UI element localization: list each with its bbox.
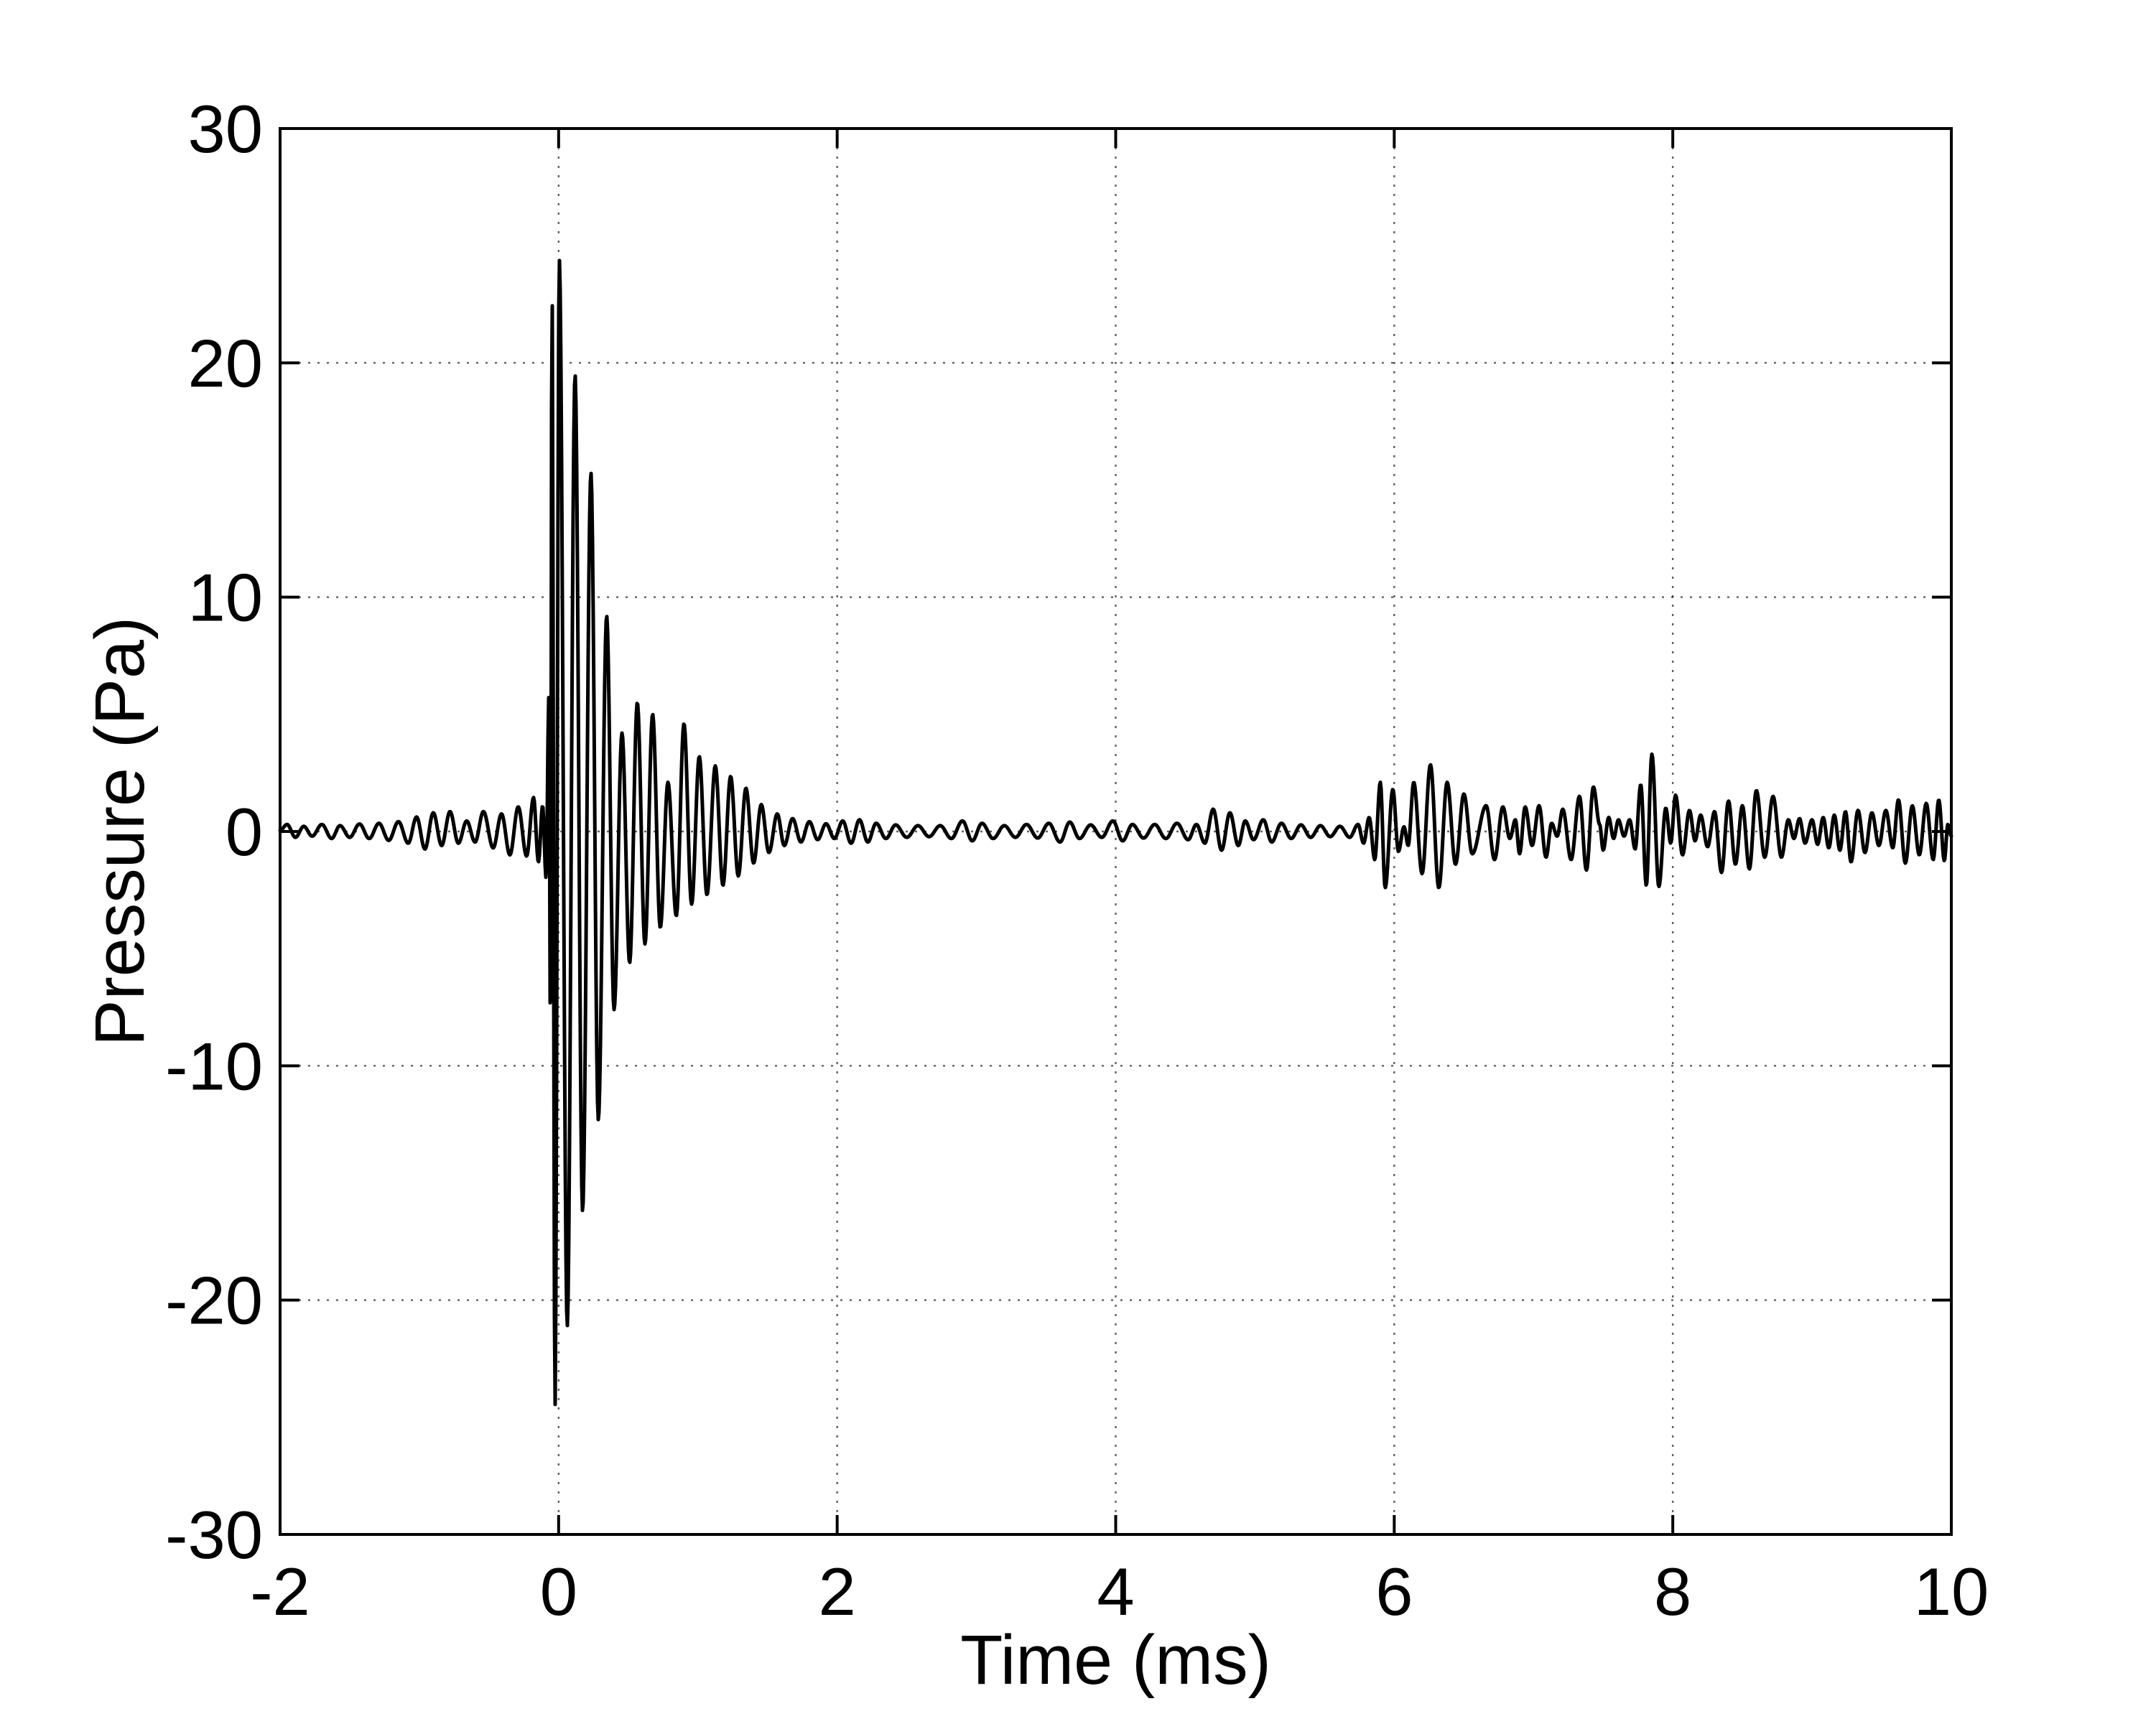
- y-tick-label: -20: [165, 1263, 263, 1338]
- x-tick-label: 6: [1375, 1554, 1413, 1629]
- x-tick-label: 10: [1914, 1554, 1989, 1629]
- y-tick-label: -10: [165, 1028, 263, 1104]
- x-axis-label: Time (ms): [960, 1621, 1271, 1699]
- pressure-trace: [278, 258, 1953, 1407]
- y-tick-label: 30: [187, 91, 263, 167]
- y-tick-label: 0: [226, 794, 263, 870]
- y-tick-label: 10: [187, 560, 263, 635]
- x-tick-label: -2: [250, 1554, 310, 1629]
- x-tick-label: 4: [1097, 1554, 1134, 1629]
- plot-border: [279, 127, 1953, 1536]
- y-axis-label: Pressure (Pa): [80, 617, 159, 1046]
- x-tick-label: 8: [1654, 1554, 1691, 1629]
- x-tick-label: 2: [819, 1554, 856, 1629]
- y-tick-label: 20: [187, 325, 263, 401]
- x-tick-label: 0: [540, 1554, 577, 1629]
- y-tick-label: -30: [165, 1497, 263, 1572]
